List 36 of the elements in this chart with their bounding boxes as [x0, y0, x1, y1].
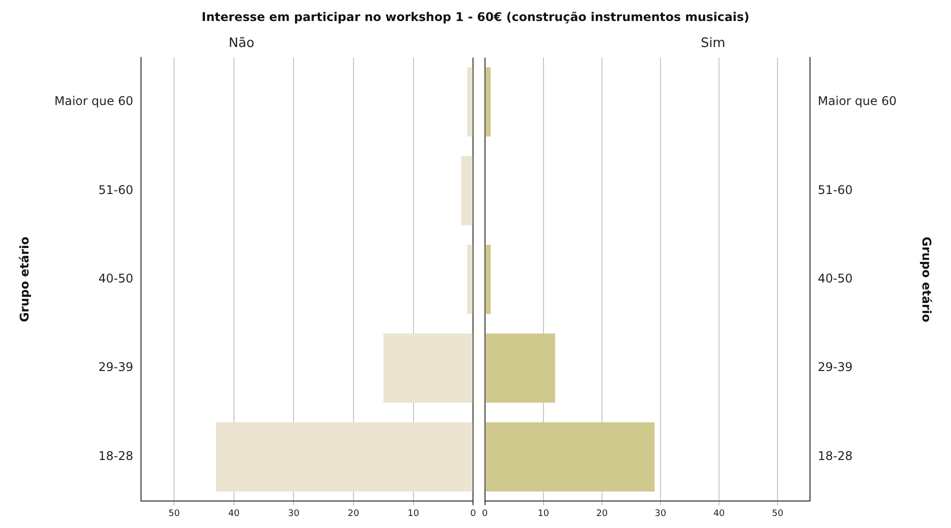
chart-title: Interesse em participar no workshop 1 - 60€ (construção instrumentos musicais)	[200, 9, 750, 26]
x-tick-label: 20	[596, 508, 608, 519]
chart-subtitle: Sim	[700, 36, 726, 52]
x-tick-label: 0	[470, 508, 476, 519]
y-axis-title: Grupo etário	[17, 236, 32, 322]
y-tick-label: 51-60	[98, 182, 134, 197]
bar	[461, 156, 473, 226]
x-tick-label: 40	[713, 508, 726, 519]
y-tick-label: 40-50	[818, 272, 853, 286]
y-tick-label: 40-50	[98, 272, 134, 286]
x-tick-label: 50	[772, 508, 784, 519]
y-tick-label: Maior que 60	[54, 94, 134, 108]
x-tick-label: 10	[538, 508, 550, 519]
chart-subtitle: Não	[228, 36, 254, 52]
y-tick-label: Maior que 60	[818, 94, 897, 108]
y-tick-label: 29-39	[98, 360, 134, 374]
y-tick-label: 18-28	[818, 448, 853, 463]
bar	[467, 244, 473, 314]
bar	[216, 422, 473, 492]
x-tick-label: 30	[654, 508, 666, 519]
x-tick-label: 0	[482, 508, 488, 519]
bar	[383, 334, 473, 403]
bar	[467, 67, 473, 137]
bar	[485, 67, 491, 137]
x-tick-label: 40	[228, 508, 240, 519]
bar	[485, 422, 655, 492]
x-tick-label: 30	[288, 508, 300, 519]
bar	[485, 244, 491, 314]
y-tick-label: 29-39	[818, 360, 853, 374]
x-tick-label: 50	[168, 508, 180, 519]
y-tick-label: 18-28	[98, 448, 134, 463]
x-tick-label: 10	[408, 508, 420, 519]
bar	[485, 334, 556, 403]
y-tick-label: 51-60	[818, 182, 853, 197]
y-axis-title: Grupo etário	[920, 236, 934, 322]
x-tick-label: 20	[348, 508, 360, 519]
